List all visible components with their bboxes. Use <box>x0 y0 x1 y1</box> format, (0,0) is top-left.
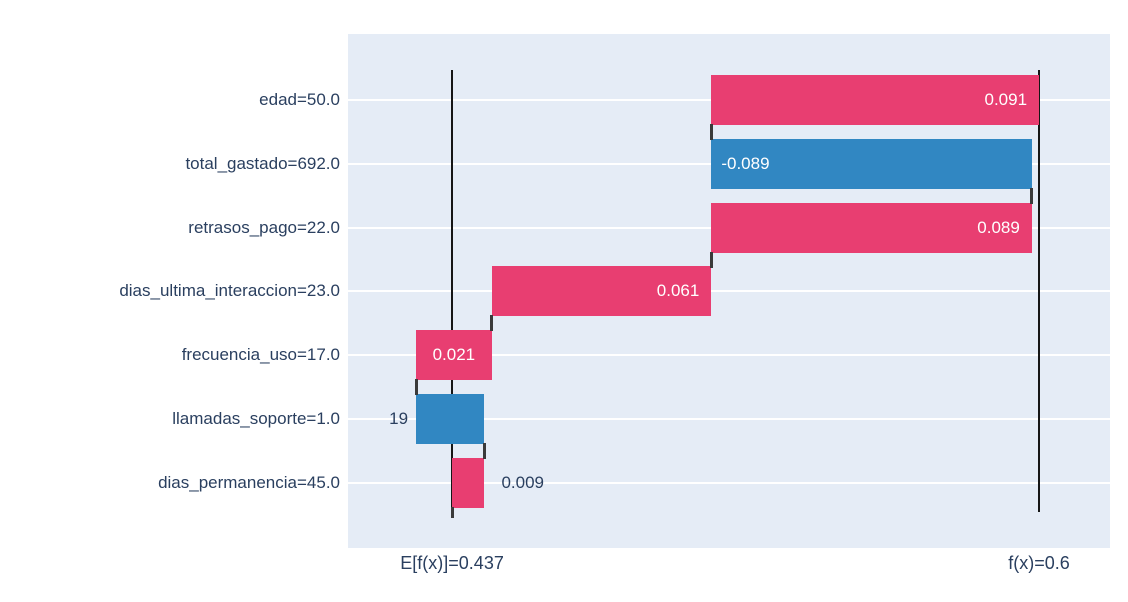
bar-total_gastado[interactable]: -0.089 <box>711 138 1032 189</box>
value-label-llamadas_soporte: 19 <box>389 409 409 429</box>
connector <box>414 379 418 396</box>
bar-dias_permanencia[interactable] <box>452 457 485 508</box>
connector <box>482 443 486 460</box>
bar-value-label: 0.021 <box>432 345 476 365</box>
bar-value-label: 0.061 <box>656 281 700 301</box>
connector <box>709 124 713 140</box>
bar-frecuencia_uso[interactable]: 0.021 <box>416 330 492 381</box>
connector <box>1030 187 1034 204</box>
feature-label-dias_ultima_interaccion: dias_ultima_interaccion=23.0 <box>119 281 340 301</box>
connector <box>490 315 494 332</box>
plot-area: 0.091 -0.089 0.089 0.061 0.021 19 0.009 <box>348 34 1110 548</box>
feature-label-llamadas_soporte: llamadas_soporte=1.0 <box>172 409 340 429</box>
fx-value-annotation: f(x)=0.6 <box>1008 553 1070 573</box>
bar-dias_ultima_interaccion[interactable]: 0.061 <box>491 266 712 317</box>
connector <box>709 251 713 268</box>
gridline <box>348 481 1110 484</box>
base-value-annotation: E[f(x)]=0.437 <box>400 553 504 573</box>
fx-value-line <box>1038 70 1041 512</box>
feature-label-retrasos_pago: retrasos_pago=22.0 <box>188 217 340 237</box>
base-value-line <box>451 70 454 512</box>
bar-value-label: -0.089 <box>721 153 770 173</box>
feature-label-total_gastado: total_gastado=692.0 <box>185 153 340 173</box>
bar-edad[interactable]: 0.091 <box>711 75 1040 125</box>
feature-label-dias_permanencia: dias_permanencia=45.0 <box>158 472 340 492</box>
feature-label-edad: edad=50.0 <box>259 90 340 109</box>
bar-retrasos_pago[interactable]: 0.089 <box>711 202 1032 253</box>
bar-value-label: 0.089 <box>977 217 1020 237</box>
bar-value-label: 0.091 <box>984 90 1028 109</box>
gridline <box>348 418 1110 421</box>
feature-label-frecuencia_uso: frecuencia_uso=17.0 <box>181 345 340 365</box>
value-label-dias_permanencia: 0.009 <box>501 472 545 492</box>
base-connector-tick <box>450 506 454 518</box>
gridline <box>348 354 1110 357</box>
gridline <box>348 290 1110 293</box>
bar-llamadas_soporte[interactable] <box>416 394 485 445</box>
